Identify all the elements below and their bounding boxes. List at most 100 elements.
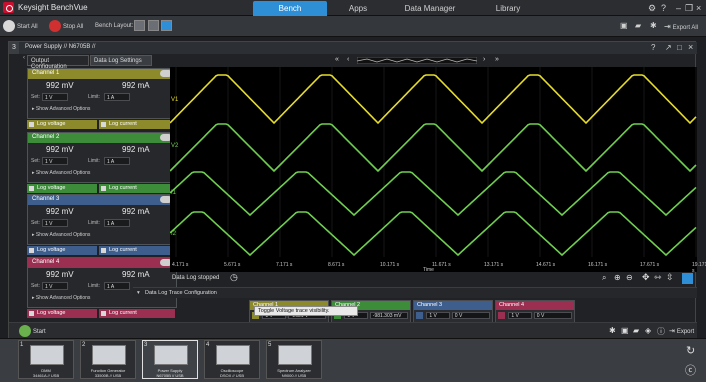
nav-tab-data-manager[interactable]: Data Manager: [385, 1, 475, 16]
export-button[interactable]: ⇥ Export: [669, 327, 694, 335]
trace-marker[interactable]: V1: [171, 97, 178, 103]
save-icon[interactable]: ▣: [621, 326, 629, 335]
log-current-checkbox[interactable]: Log current: [99, 184, 175, 193]
save-icon[interactable]: ▣: [620, 21, 628, 30]
voltage-offset-input[interactable]: -981.303 mV: [370, 312, 408, 319]
current-limit-input[interactable]: 1 A: [104, 219, 130, 227]
voltage-visibility-toggle[interactable]: [416, 312, 423, 319]
step-forward-icon[interactable]: ›: [483, 56, 485, 63]
trace-config-channel: Channel 4: [496, 301, 574, 310]
thumb-label: Power Supply N6705B // USB: [143, 368, 197, 378]
panel-footer: Start ✱ ▣ ▰ ◈ ⓘ ⇥ Export: [9, 322, 697, 338]
bench-instrument-thumb[interactable]: 5 Spectrum Analyzer N9000 // USB: [266, 340, 322, 379]
layout-1-button[interactable]: [134, 20, 145, 31]
current-limit-input[interactable]: 1 A: [104, 93, 130, 101]
timer-icon[interactable]: ◷: [230, 272, 238, 283]
channel-name: Channel 1: [32, 70, 59, 76]
log-current-checkbox[interactable]: Log current: [99, 246, 175, 255]
legend-toggle-button[interactable]: [682, 273, 693, 284]
step-back-icon[interactable]: ‹: [347, 56, 349, 63]
set-label: Set:: [31, 158, 40, 164]
trace-marker[interactable]: I1: [171, 190, 176, 196]
log-current-checkbox[interactable]: Log current: [99, 309, 175, 318]
limit-label: Limit:: [88, 94, 100, 100]
folder-icon[interactable]: ▰: [635, 21, 641, 30]
log-voltage-checkbox[interactable]: Log voltage: [27, 184, 97, 193]
nav-tab-library[interactable]: Library: [480, 1, 536, 16]
voltage-scale-select[interactable]: 1 V: [426, 312, 450, 319]
log-current-checkbox[interactable]: Log current: [99, 120, 175, 129]
keysight-logo-icon: [3, 2, 14, 13]
current-limit-input[interactable]: 1 A: [104, 282, 130, 290]
gear-icon[interactable]: ⚙: [648, 3, 656, 14]
refresh-icon[interactable]: ↻: [686, 344, 695, 357]
recall-icon[interactable]: ◈: [645, 326, 651, 335]
rewind-icon[interactable]: «: [335, 56, 339, 63]
trace-marker[interactable]: I2: [171, 231, 176, 237]
bench-instrument-thumb[interactable]: 4 Oscilloscope DSOX // USB: [204, 340, 260, 379]
channel-current: 992 mA: [122, 145, 150, 154]
set-voltage-input[interactable]: 1 V: [42, 219, 68, 227]
close-icon[interactable]: ×: [696, 3, 701, 13]
fit-height-icon[interactable]: ⇳: [666, 272, 674, 283]
start-button[interactable]: Start: [19, 325, 46, 337]
show-advanced-options[interactable]: ▸ Show Advanced Options: [32, 106, 90, 112]
show-advanced-options[interactable]: ▸ Show Advanced Options: [32, 170, 90, 176]
trace-config-header[interactable]: ▾ Data Log Trace Configuration: [133, 287, 697, 298]
overview-trace[interactable]: [357, 57, 477, 64]
log-voltage-checkbox[interactable]: Log voltage: [27, 246, 97, 255]
bench-instrument-thumb[interactable]: 1 DMM 34461A // USB: [18, 340, 74, 379]
layout-2-button[interactable]: [148, 20, 159, 31]
voltage-offset-input[interactable]: 0 V: [534, 312, 572, 319]
nav-tab-bench[interactable]: Bench: [253, 1, 327, 16]
log-voltage-checkbox[interactable]: Log voltage: [27, 120, 97, 129]
voltage-visibility-toggle[interactable]: [498, 312, 505, 319]
restore-icon[interactable]: ❐: [685, 3, 693, 14]
data-log-status: Data Log stopped: [172, 275, 219, 281]
set-voltage-input[interactable]: 1 V: [42, 93, 68, 101]
data-log-graph[interactable]: V1 V2 I1 I2 4.171 s 5.671 s 7.171 s 8.671 s 10.…: [170, 67, 697, 272]
log-voltage-checkbox[interactable]: Log voltage: [27, 309, 97, 318]
voltage-scale-select[interactable]: 1 V: [508, 312, 532, 319]
fit-width-icon[interactable]: ⇿: [654, 272, 662, 283]
export-all-button[interactable]: ⇥ Export All: [664, 22, 698, 31]
bench-instrument-thumb[interactable]: 2 Function Generator 33500B // USB: [80, 340, 136, 379]
channel-voltage: 992 mV: [46, 81, 74, 90]
tab-output-configuration[interactable]: Output Configuration: [27, 55, 89, 66]
help-icon[interactable]: ?: [651, 43, 655, 52]
minimize-icon[interactable]: –: [676, 3, 681, 13]
maximize-icon[interactable]: □: [677, 43, 682, 52]
close-icon[interactable]: ×: [688, 42, 693, 52]
stop-icon: [49, 20, 61, 32]
set-voltage-input[interactable]: 1 V: [42, 282, 68, 290]
settings-icon[interactable]: ✱: [650, 21, 657, 30]
stop-all-label: Stop All: [63, 24, 83, 30]
popout-icon[interactable]: ↗: [665, 43, 672, 52]
show-advanced-options[interactable]: ▸ Show Advanced Options: [32, 295, 90, 301]
help-icon[interactable]: ?: [661, 3, 666, 13]
voltage-offset-input[interactable]: 0 V: [452, 312, 490, 319]
graph-navigator[interactable]: « ‹ › »: [335, 57, 505, 64]
layout-3-button[interactable]: [161, 20, 172, 31]
nav-tab-apps[interactable]: Apps: [333, 1, 383, 16]
stop-all-button[interactable]: Stop All: [49, 20, 83, 32]
folder-icon[interactable]: ▰: [633, 326, 639, 335]
current-limit-input[interactable]: 1 A: [104, 157, 130, 165]
settings-icon[interactable]: ✱: [609, 326, 616, 335]
time-tick-label: 17.671 s: [640, 262, 659, 268]
bench-instrument-thumb[interactable]: 3 Power Supply N6705B // USB: [142, 340, 198, 379]
zoom-out-icon[interactable]: ⊖: [626, 273, 633, 282]
info-icon[interactable]: ⓘ: [657, 326, 665, 337]
tab-data-log-settings[interactable]: Data Log Settings: [90, 55, 152, 66]
show-advanced-options[interactable]: ▸ Show Advanced Options: [32, 232, 90, 238]
pan-icon[interactable]: ✥: [642, 272, 650, 283]
start-all-button[interactable]: Start All: [3, 20, 38, 32]
fast-forward-icon[interactable]: »: [495, 56, 499, 63]
trace-marker[interactable]: V2: [171, 143, 178, 149]
trace-config-channel: Channel 3: [414, 301, 492, 310]
zoom-fit-icon[interactable]: ⌕: [602, 273, 606, 283]
connection-icon[interactable]: ⓒ: [685, 362, 696, 378]
zoom-in-icon[interactable]: ⊕: [614, 273, 621, 282]
tab-scroll-left-icon[interactable]: ‹: [23, 55, 25, 61]
set-voltage-input[interactable]: 1 V: [42, 157, 68, 165]
